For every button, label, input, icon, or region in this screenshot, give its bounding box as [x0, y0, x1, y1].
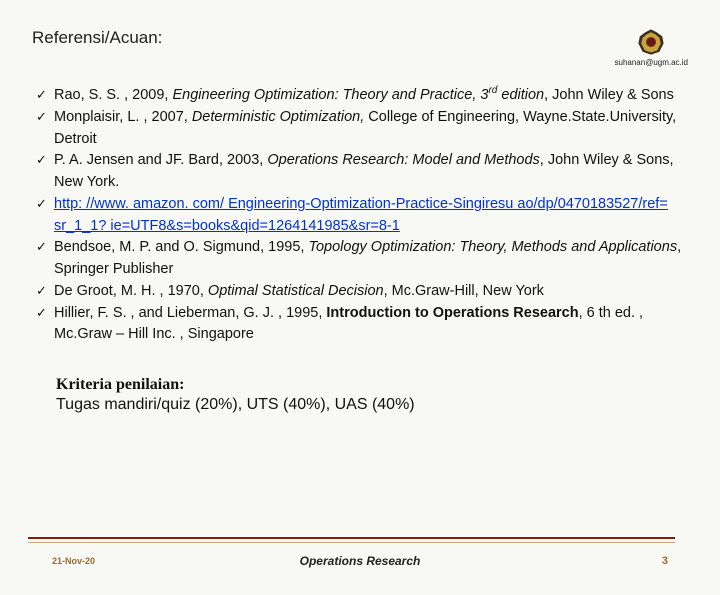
criteria-section: Kriteria penilaian: Tugas mandiri/quiz (… — [32, 376, 688, 414]
author-email: suhanan@ugm.ac.id — [615, 58, 689, 67]
footer-date: 21-Nov-20 — [52, 556, 95, 566]
ref-text: Hillier, F. S. , and Lieberman, G. J. , … — [54, 305, 326, 321]
ref-title2: edition — [497, 87, 544, 103]
page-title: Referensi/Acuan: — [32, 28, 162, 48]
ref-title: Operations Research: Model and Methods — [267, 152, 539, 168]
ref-title: Optimal Statistical Decision — [208, 283, 384, 299]
list-item: http: //www. amazon. com/ Engineering-Op… — [36, 194, 688, 238]
ref-title-bold: Introduction to Operations Research — [326, 305, 578, 321]
footer-page-number: 3 — [662, 555, 668, 567]
reference-list: Rao, S. S. , 2009, Engineering Optimizat… — [32, 85, 688, 346]
slide-footer: 21-Nov-20 Operations Research 3 — [0, 555, 720, 567]
ref-text: P. A. Jensen and JF. Bard, 2003, — [54, 152, 267, 168]
ref-title: Engineering Optimization: Theory and Pra… — [173, 87, 489, 103]
footer-course-name: Operations Research — [300, 554, 421, 568]
list-item: Bendsoe, M. P. and O. Sigmund, 1995, Top… — [36, 237, 688, 281]
header-right: suhanan@ugm.ac.id — [615, 28, 689, 67]
footer-divider-top — [28, 537, 675, 539]
ref-title: Topology Optimization: Theory, Methods a… — [308, 239, 677, 255]
list-item: Monplaisir, L. , 2007, Deterministic Opt… — [36, 107, 688, 151]
ref-text: De Groot, M. H. , 1970, — [54, 283, 208, 299]
ref-text: Monplaisir, L. , 2007, — [54, 109, 192, 125]
criteria-body: Tugas mandiri/quiz (20%), UTS (40%), UAS… — [56, 396, 688, 414]
criteria-title: Kriteria penilaian: — [56, 376, 688, 394]
slide-header: Referensi/Acuan: suhanan@ugm.ac.id — [32, 28, 688, 67]
ref-tail: , John Wiley & Sons — [544, 87, 674, 103]
list-item: Hillier, F. S. , and Lieberman, G. J. , … — [36, 303, 688, 347]
ugm-logo-icon — [637, 28, 665, 56]
list-item: Rao, S. S. , 2009, Engineering Optimizat… — [36, 85, 688, 107]
ref-title: Deterministic Optimization, — [192, 109, 364, 125]
ref-text: Rao, S. S. , 2009, — [54, 87, 173, 103]
ref-text: Bendsoe, M. P. and O. Sigmund, 1995, — [54, 239, 308, 255]
list-item: P. A. Jensen and JF. Bard, 2003, Operati… — [36, 150, 688, 194]
reference-link[interactable]: http: //www. amazon. com/ Engineering-Op… — [54, 196, 668, 234]
footer-divider-bottom — [28, 542, 675, 543]
ref-tail: , Mc.Graw-Hill, New York — [384, 283, 544, 299]
list-item: De Groot, M. H. , 1970, Optimal Statisti… — [36, 281, 688, 303]
